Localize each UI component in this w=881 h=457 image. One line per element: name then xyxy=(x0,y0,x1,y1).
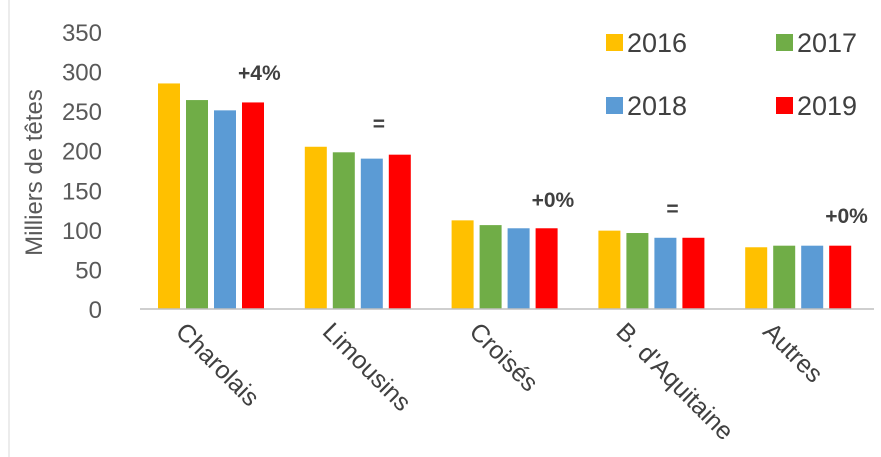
category-label-limousins: Limousins xyxy=(317,317,416,416)
bar-b-d-aquitaine-2016 xyxy=(598,230,621,309)
legend-label-2017: 2017 xyxy=(797,28,857,58)
bar-crois-s-2016 xyxy=(451,220,474,309)
y-tick-label: 350 xyxy=(62,20,102,47)
bar-limousins-2017 xyxy=(332,152,355,309)
bar-b-d-aquitaine-2018 xyxy=(654,237,677,309)
y-tick-label: 150 xyxy=(62,178,102,205)
bar-autres-2016 xyxy=(745,247,768,309)
bar-crois-s-2018 xyxy=(507,228,530,309)
y-tick-label: 250 xyxy=(62,99,102,126)
y-tick-label: 100 xyxy=(62,218,102,245)
legend-swatch-2019 xyxy=(776,97,793,114)
bar-crois-s-2019 xyxy=(535,228,558,309)
annotation-charolais: +4% xyxy=(238,62,281,85)
bar-b-d-aquitaine-2019 xyxy=(682,237,705,309)
bar-b-d-aquitaine-2017 xyxy=(626,233,649,309)
bar-autres-2019 xyxy=(829,245,852,309)
y-axis-label: Milliers de têtes xyxy=(21,89,48,256)
annotation-limousins: = xyxy=(373,113,385,136)
legend-label-2016: 2016 xyxy=(627,28,687,58)
category-labels: Charolais Limousins Croisés B. d'Aquitaine A… xyxy=(170,317,828,445)
category-label-autres: Autres xyxy=(757,317,828,388)
bars xyxy=(158,83,852,310)
annotations: +4% = +0% = +0% xyxy=(238,62,868,228)
legend-label-2019: 2019 xyxy=(797,91,857,121)
bar-crois-s-2017 xyxy=(479,225,502,309)
y-axis-ticks: 0 50 100 150 200 250 300 350 xyxy=(62,20,102,324)
legend: 2016 2017 2018 2019 xyxy=(606,28,857,121)
y-tick-label: 200 xyxy=(62,139,102,166)
bar-charolais-2016 xyxy=(158,83,180,309)
bar-charolais-2019 xyxy=(242,102,264,310)
annotation-b-d-aquitaine: = xyxy=(666,198,678,221)
bar-autres-2018 xyxy=(801,245,824,309)
annotation-autres: +0% xyxy=(825,205,868,228)
y-tick-label: 300 xyxy=(62,60,102,87)
y-axis-label-group: Milliers de têtes xyxy=(21,89,48,256)
bar-autres-2017 xyxy=(773,245,796,309)
legend-swatch-2017 xyxy=(776,34,793,51)
bar-charolais-2017 xyxy=(186,100,208,309)
bar-charolais-2018 xyxy=(214,110,236,309)
legend-swatch-2016 xyxy=(606,34,623,51)
bar-limousins-2019 xyxy=(388,154,411,309)
category-label-b-d-aquitaine: B. d'Aquitaine xyxy=(611,317,739,445)
legend-label-2018: 2018 xyxy=(627,91,687,121)
category-label-charolais: Charolais xyxy=(170,317,264,411)
bar-limousins-2018 xyxy=(360,158,383,309)
y-tick-label: 0 xyxy=(89,297,102,324)
category-label-crois-s: Croisés xyxy=(464,317,544,397)
y-tick-label: 50 xyxy=(75,257,102,284)
bar-limousins-2016 xyxy=(304,146,327,309)
legend-swatch-2018 xyxy=(606,97,623,114)
annotation-crois-s: +0% xyxy=(532,189,575,212)
